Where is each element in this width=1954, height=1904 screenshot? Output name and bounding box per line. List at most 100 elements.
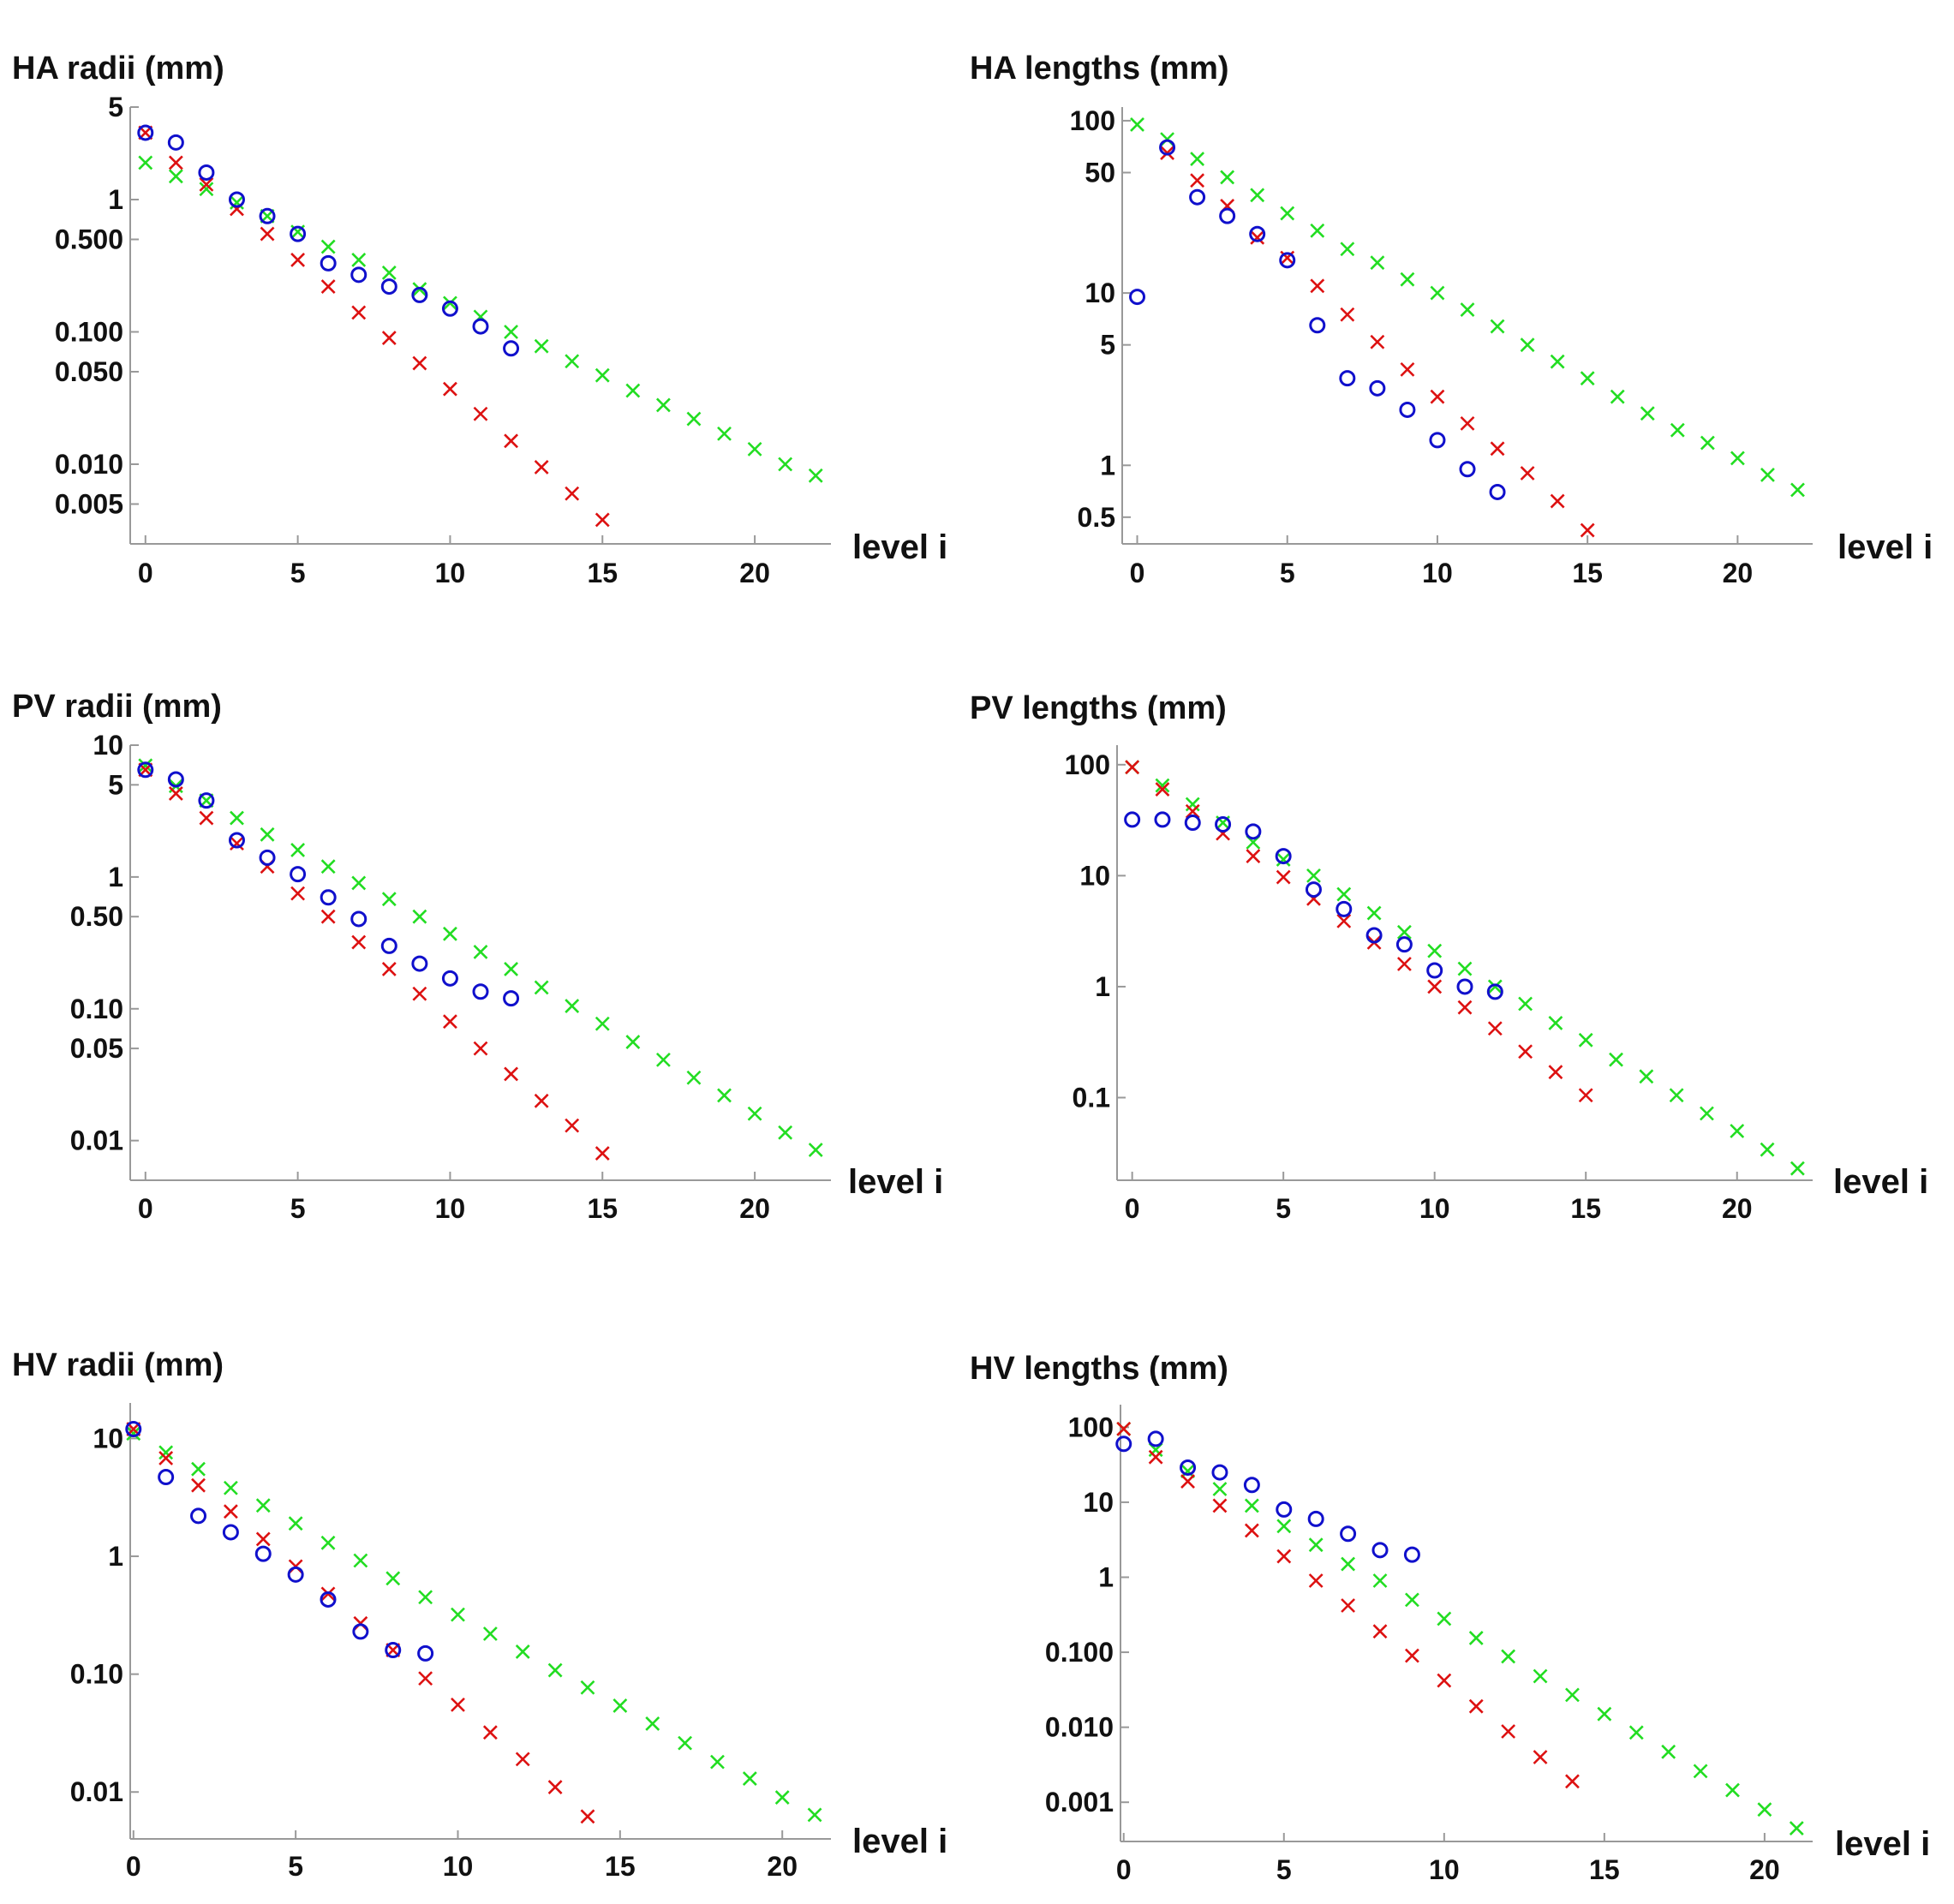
y-tick-label: 100	[1070, 105, 1115, 136]
data-point-cross	[351, 305, 367, 320]
series-red-crosses	[138, 125, 610, 528]
series-green-crosses	[126, 1426, 822, 1823]
data-point-circle	[320, 889, 337, 906]
data-point-circle	[1249, 225, 1266, 242]
data-point-circle	[380, 937, 397, 954]
data-point-cross	[1185, 803, 1200, 819]
data-point-cross	[1212, 1498, 1228, 1513]
data-point-cross	[290, 253, 306, 267]
series-blue-circles	[137, 124, 520, 357]
data-point-cross	[351, 253, 367, 267]
data-point-cross	[1457, 1000, 1473, 1015]
data-point-cross	[774, 1790, 790, 1805]
data-point-cross	[1757, 1802, 1772, 1817]
data-point-circle	[1456, 978, 1473, 995]
data-point-cross	[1250, 230, 1265, 245]
data-point-cross	[1580, 371, 1595, 386]
data-point-cross	[1400, 361, 1415, 377]
data-point-circle	[137, 761, 154, 779]
data-point-cross	[1520, 466, 1535, 480]
data-point-cross	[320, 859, 336, 874]
y-tick-label: 10	[93, 1423, 123, 1453]
data-point-circle	[1340, 1525, 1357, 1543]
data-point-cross	[742, 1771, 757, 1786]
chart-title: HA lengths (mm)	[970, 51, 1229, 87]
data-point-circle	[1309, 317, 1326, 334]
data-point-cross	[1487, 979, 1503, 994]
data-point-cross	[534, 460, 549, 475]
x-axis-label: level i	[852, 1823, 947, 1860]
data-point-cross	[168, 169, 183, 184]
data-point-circle	[1459, 461, 1476, 478]
series-red-crosses	[1160, 146, 1595, 538]
data-point-cross	[717, 1088, 732, 1103]
data-point-cross	[412, 355, 427, 371]
x-tick-label: 20	[739, 558, 770, 588]
data-point-cross	[1628, 1725, 1644, 1740]
data-point-circle	[1339, 370, 1356, 387]
x-axis-label: level i	[1837, 528, 1933, 566]
data-point-cross	[1155, 782, 1170, 797]
data-point-cross	[1280, 206, 1295, 221]
y-tick-label: 1	[108, 184, 123, 215]
data-point-cross	[443, 1014, 457, 1030]
data-point-circle	[259, 849, 276, 866]
y-tick-label: 1	[1098, 1562, 1114, 1593]
series-green-crosses	[1125, 760, 1805, 1176]
data-point-cross	[1180, 1464, 1195, 1479]
data-point-cross	[580, 1809, 595, 1824]
data-point-cross	[1427, 979, 1443, 994]
y-tick-label: 0.010	[55, 449, 123, 480]
y-tick-label: 10	[1079, 860, 1110, 891]
data-point-circle	[350, 266, 367, 284]
series-red-crosses	[1116, 1421, 1580, 1789]
data-point-cross	[534, 1093, 549, 1108]
data-point-circle	[1486, 983, 1503, 1000]
y-tick-label: 0.005	[55, 488, 123, 519]
data-point-circle	[290, 866, 307, 883]
x-tick-label: 20	[739, 1193, 770, 1224]
y-tick-label: 5	[108, 92, 123, 122]
data-point-circle	[1275, 848, 1292, 865]
data-point-cross	[451, 1607, 465, 1622]
data-point-cross	[625, 1035, 641, 1049]
data-point-circle	[385, 1642, 402, 1659]
data-point-cross	[1661, 1744, 1676, 1759]
data-point-cross	[381, 892, 397, 907]
x-tick-label: 0	[138, 1193, 153, 1224]
y-tick-label: 5	[108, 769, 123, 800]
y-tick-label: 0.01	[70, 1776, 123, 1807]
data-point-cross	[1670, 422, 1685, 438]
data-point-circle	[411, 286, 428, 303]
x-tick-label: 5	[290, 558, 306, 588]
data-point-cross	[1430, 285, 1445, 301]
data-point-cross	[230, 810, 244, 826]
data-point-cross	[1370, 334, 1385, 349]
data-point-circle	[441, 970, 458, 987]
data-point-cross	[710, 1754, 725, 1770]
data-point-circle	[287, 1566, 304, 1583]
data-point-circle	[1154, 811, 1171, 828]
data-point-cross	[412, 909, 427, 924]
data-point-circle	[1403, 1546, 1420, 1563]
data-point-circle	[1147, 1430, 1164, 1447]
data-point-cross	[595, 512, 610, 528]
y-tick-label: 0.500	[55, 224, 123, 254]
data-point-cross	[1336, 886, 1352, 902]
data-point-cross	[504, 325, 518, 339]
data-point-circle	[190, 1507, 207, 1525]
data-point-cross	[1468, 1698, 1484, 1714]
data-point-cross	[1190, 152, 1205, 166]
x-tick-label: 10	[1429, 1854, 1460, 1885]
data-point-cross	[443, 381, 457, 397]
data-point-circle	[198, 164, 215, 181]
data-point-cross	[1244, 1523, 1259, 1538]
data-point-cross	[717, 426, 732, 441]
data-point-cross	[747, 1106, 762, 1121]
data-point-cross	[1518, 996, 1533, 1012]
y-tick-label: 10	[1085, 278, 1115, 308]
data-point-cross	[473, 1041, 488, 1056]
data-point-cross	[1578, 1088, 1593, 1103]
data-point-cross	[1548, 1016, 1563, 1030]
data-point-cross	[1276, 852, 1291, 867]
